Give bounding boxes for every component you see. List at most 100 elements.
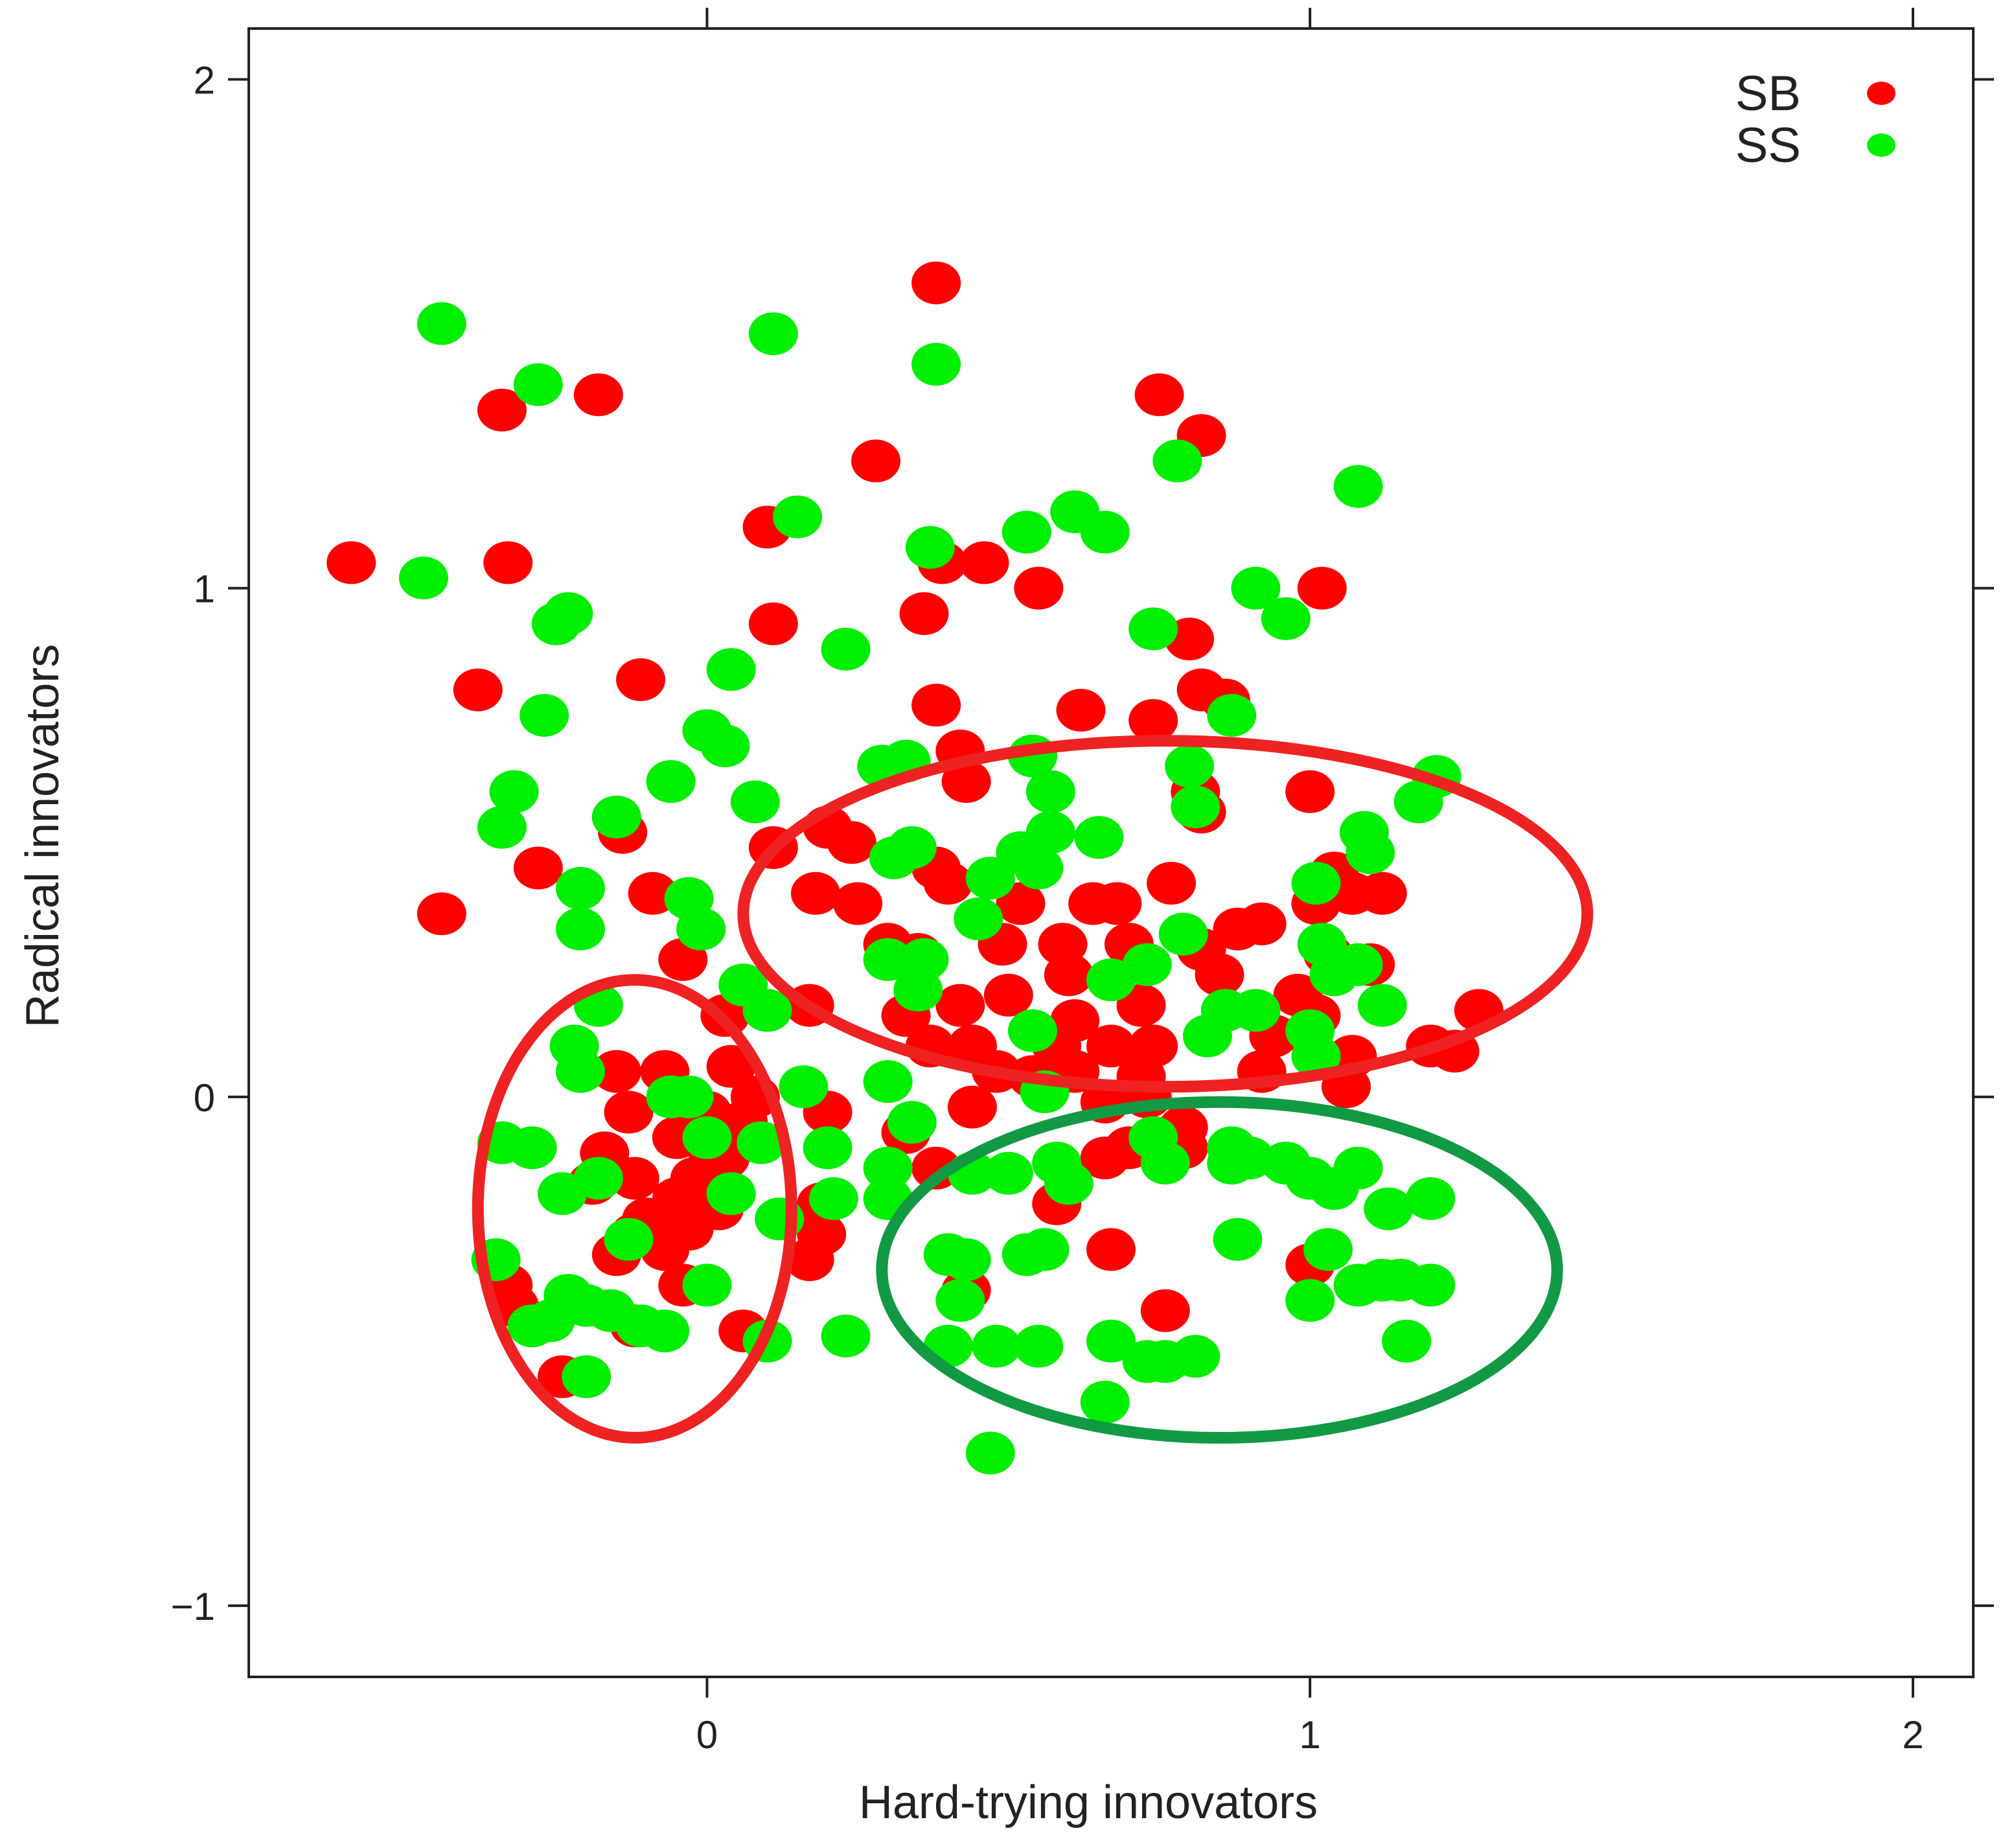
y-axis-title: Radical innovators bbox=[17, 644, 69, 1028]
data-point-ss bbox=[803, 1126, 853, 1170]
data-point-ss bbox=[640, 1310, 690, 1353]
data-point-ss bbox=[489, 770, 539, 813]
data-point-sb bbox=[1357, 871, 1407, 915]
data-point-ss bbox=[742, 989, 792, 1032]
data-point-ss bbox=[1008, 1009, 1057, 1052]
data-point-ss bbox=[604, 1218, 654, 1261]
plot-frame bbox=[247, 27, 1975, 1678]
data-point-sb bbox=[1140, 1289, 1190, 1332]
data-point-ss bbox=[555, 1050, 605, 1093]
data-point-sb bbox=[1297, 566, 1347, 610]
data-point-ss bbox=[555, 867, 605, 910]
data-point-sb bbox=[591, 1050, 641, 1093]
data-point-sb bbox=[1195, 953, 1244, 997]
data-point-ss bbox=[983, 1151, 1033, 1195]
data-point-ss bbox=[821, 1314, 871, 1357]
legend-marker-sb bbox=[1867, 82, 1896, 105]
data-point-ss bbox=[417, 302, 466, 345]
data-point-ss bbox=[954, 897, 1003, 941]
data-point-ss bbox=[1171, 785, 1220, 829]
y-tick-label: 1 bbox=[194, 568, 215, 611]
data-point-sb bbox=[911, 261, 961, 305]
data-point-ss bbox=[941, 1238, 991, 1282]
tick-labels: 0 1 2 −1 0 1 2 bbox=[171, 59, 1924, 1757]
data-point-ss bbox=[887, 1101, 937, 1144]
data-point-ss bbox=[1152, 439, 1202, 483]
data-point-ss bbox=[531, 602, 581, 645]
data-point-sb bbox=[604, 1091, 654, 1134]
axis-ticks bbox=[228, 8, 1994, 1698]
data-point-sb bbox=[483, 541, 533, 584]
data-point-ss bbox=[513, 363, 563, 406]
data-point-ss bbox=[1382, 1319, 1432, 1363]
data-point-sb bbox=[923, 862, 973, 905]
cluster-annotations bbox=[472, 735, 1594, 1444]
data-point-sb bbox=[1014, 566, 1064, 610]
data-point-ss bbox=[555, 907, 605, 951]
data-points bbox=[326, 261, 1504, 1475]
data-point-ss bbox=[1002, 511, 1051, 554]
data-point-ss bbox=[887, 826, 937, 870]
data-point-sb bbox=[947, 1085, 997, 1129]
data-point-ss bbox=[1086, 1319, 1136, 1363]
data-point-ss bbox=[507, 1126, 557, 1170]
data-point-sb bbox=[941, 760, 991, 803]
data-point-ss bbox=[972, 1324, 1022, 1368]
data-point-ss bbox=[808, 1177, 858, 1220]
data-point-ss bbox=[1182, 1014, 1232, 1057]
data-point-sb bbox=[833, 882, 883, 925]
data-point-ss bbox=[1333, 943, 1383, 986]
x-tick-label: 2 bbox=[1902, 1713, 1923, 1757]
data-point-sb bbox=[899, 592, 949, 635]
data-point-ss bbox=[863, 938, 913, 981]
data-point-ss bbox=[1207, 1142, 1257, 1184]
data-point-ss bbox=[1364, 1187, 1414, 1230]
data-point-sb bbox=[573, 373, 623, 417]
data-point-ss bbox=[1303, 1228, 1353, 1271]
data-point-ss bbox=[538, 1172, 587, 1216]
data-point-ss bbox=[1014, 846, 1064, 890]
data-point-ss bbox=[706, 648, 756, 691]
data-point-ss bbox=[863, 1146, 913, 1190]
data-point-sb bbox=[959, 541, 1009, 584]
y-tick-label: 2 bbox=[194, 59, 215, 102]
data-point-sb bbox=[326, 541, 376, 584]
data-point-sb bbox=[1080, 1137, 1130, 1180]
legend: SB SS bbox=[1735, 66, 1896, 173]
data-point-sb bbox=[1092, 882, 1142, 925]
data-point-ss bbox=[1213, 1218, 1263, 1261]
data-point-ss bbox=[520, 694, 569, 737]
data-point-ss bbox=[1231, 989, 1281, 1032]
data-point-sb bbox=[1056, 689, 1106, 732]
data-point-ss bbox=[1165, 744, 1214, 788]
data-point-ss bbox=[737, 1121, 786, 1164]
data-point-ss bbox=[1357, 984, 1407, 1027]
data-point-ss bbox=[1128, 607, 1178, 651]
data-point-ss bbox=[562, 1355, 612, 1398]
data-point-ss bbox=[748, 312, 798, 356]
data-point-ss bbox=[682, 1116, 732, 1159]
data-point-ss bbox=[1074, 816, 1124, 859]
data-point-sb bbox=[996, 882, 1046, 925]
data-point-ss bbox=[1014, 1324, 1064, 1368]
data-point-sb bbox=[453, 668, 503, 711]
data-point-ss bbox=[1207, 694, 1257, 737]
x-tick-label: 0 bbox=[696, 1713, 718, 1757]
data-point-ss bbox=[1158, 912, 1208, 956]
data-point-ss bbox=[676, 907, 726, 951]
cluster-ellipse-2 bbox=[472, 974, 797, 1444]
data-point-ss bbox=[1025, 770, 1075, 813]
data-point-sb bbox=[1128, 698, 1178, 742]
legend-label-ss: SS bbox=[1735, 118, 1801, 173]
data-point-ss bbox=[1002, 1233, 1051, 1276]
data-point-ss bbox=[730, 780, 780, 824]
data-point-ss bbox=[935, 1279, 985, 1322]
data-point-ss bbox=[1346, 831, 1395, 874]
data-point-ss bbox=[965, 1431, 1015, 1475]
y-tick-label: 0 bbox=[194, 1076, 215, 1120]
data-point-sb bbox=[1086, 1228, 1136, 1271]
data-point-ss bbox=[706, 1172, 756, 1216]
legend-label-sb: SB bbox=[1735, 66, 1801, 121]
data-point-ss bbox=[1080, 1381, 1130, 1424]
